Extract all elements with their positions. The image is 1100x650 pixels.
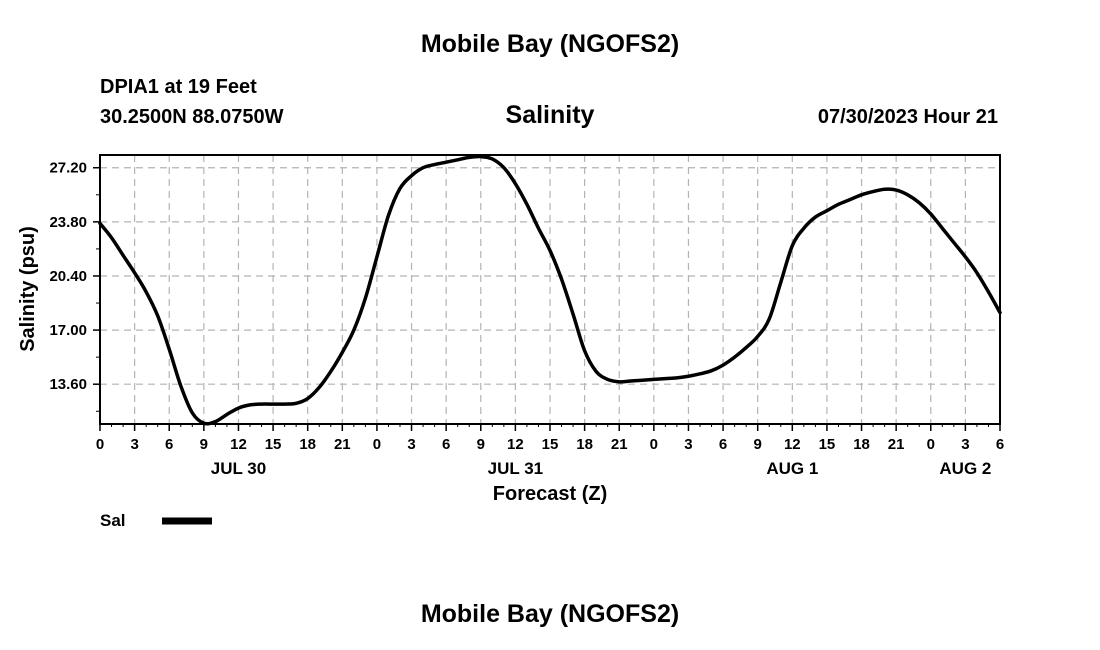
x-tick-label: 3: [407, 436, 415, 453]
x-tick-label: 3: [961, 436, 969, 453]
x-tick-label: 6: [165, 436, 173, 453]
axis-ticks: [93, 166, 1001, 431]
page-title: Mobile Bay (NGOFS2): [420, 30, 680, 58]
x-tick-label: 18: [853, 436, 870, 453]
x-tick-label: 12: [230, 436, 247, 453]
grid-lines: [100, 155, 1000, 424]
forecast-datetime: 07/30/2023 Hour 21: [817, 106, 998, 128]
series-layer: [98, 154, 1002, 426]
x-tick-label: 18: [299, 436, 316, 453]
date-label: AUG 2: [939, 459, 991, 478]
date-label: AUG 1: [766, 459, 818, 478]
footer-title: Mobile Bay (NGOFS2): [420, 600, 680, 628]
y-tick-label: 17.00: [49, 322, 87, 339]
x-tick-label: 6: [719, 436, 727, 453]
legend-label: Sal: [100, 511, 126, 530]
x-tick-label: 9: [754, 436, 762, 453]
x-tick-label: 18: [576, 436, 593, 453]
x-tick-label: 15: [819, 436, 836, 453]
legend: Sal: [100, 511, 212, 530]
station-label: DPIA1 at 19 Feet: [100, 76, 257, 98]
x-tick-label: 21: [334, 436, 351, 453]
y-tick-label: 27.20: [49, 160, 87, 177]
x-tick-label: 12: [507, 436, 524, 453]
x-tick-label: 0: [650, 436, 658, 453]
y-tick-label: 23.80: [49, 214, 87, 231]
date-label: JUL 30: [211, 459, 266, 478]
coordinates-label: 30.2500N 88.0750W: [100, 106, 284, 128]
x-tick-label: 9: [477, 436, 485, 453]
y-tick-label: 20.40: [49, 268, 87, 285]
x-tick-label: 3: [684, 436, 692, 453]
y-axis-label: Salinity (psu): [17, 226, 39, 352]
x-tick-label: 0: [96, 436, 104, 453]
x-axis-label: Forecast (Z): [493, 483, 607, 505]
chart-title: Salinity: [505, 101, 595, 129]
x-tick-label: 0: [927, 436, 935, 453]
date-label: JUL 31: [488, 459, 543, 478]
x-tick-label: 6: [442, 436, 450, 453]
y-tick-label: 13.60: [49, 376, 87, 393]
x-tick-label: 3: [130, 436, 138, 453]
x-tick-label: 12: [784, 436, 801, 453]
x-tick-label: 0: [373, 436, 381, 453]
x-tick-label: 21: [611, 436, 628, 453]
x-tick-label: 21: [888, 436, 905, 453]
axis-labels: 0 3 6 9 12 15 18 21 0 3 6 9 12 15 18 21 0 3 6 9 12 15 18 21 0 3 6 1…: [49, 160, 1004, 478]
x-tick-label: 9: [200, 436, 208, 453]
x-tick-label: 15: [265, 436, 282, 453]
x-tick-label: 15: [542, 436, 559, 453]
x-tick-label: 6: [996, 436, 1004, 453]
series-line-sal: [98, 154, 1002, 426]
